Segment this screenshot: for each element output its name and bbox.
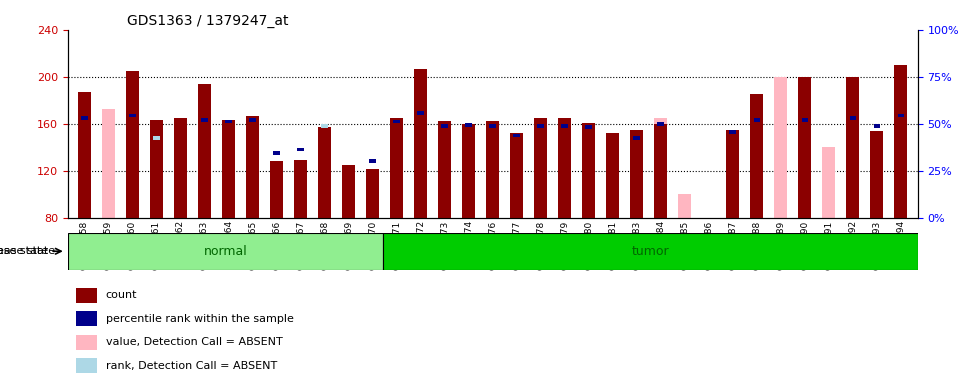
Bar (462, 124, 475, 218)
Bar (705, 265, 712, 268)
Text: disease state: disease state (0, 246, 48, 256)
Bar (222, 120, 235, 218)
Bar (658, 122, 664, 126)
Bar (150, 157, 163, 218)
Bar (129, 114, 136, 117)
Bar (342, 165, 355, 218)
Bar (154, 136, 159, 140)
FancyBboxPatch shape (68, 232, 384, 270)
Bar (798, 77, 811, 218)
Bar (101, 108, 115, 217)
Text: percentile rank within the sample: percentile rank within the sample (106, 314, 294, 324)
Bar (466, 123, 472, 127)
Bar (126, 71, 139, 217)
Bar (826, 259, 832, 263)
Bar (318, 127, 331, 218)
Bar (802, 118, 809, 122)
Bar (342, 165, 355, 218)
Text: count: count (106, 290, 137, 300)
Bar (895, 65, 907, 218)
Bar (606, 171, 619, 217)
Bar (486, 122, 499, 218)
Bar (537, 124, 544, 128)
Bar (393, 120, 400, 123)
Bar (849, 116, 856, 120)
Bar (753, 118, 760, 122)
Bar (729, 130, 736, 134)
Bar (751, 94, 763, 218)
Bar (78, 92, 91, 218)
Text: normal: normal (204, 245, 247, 258)
Bar (76, 288, 98, 303)
Bar (510, 133, 524, 218)
Bar (726, 130, 739, 218)
Bar (822, 147, 836, 218)
Text: tumor: tumor (632, 245, 669, 258)
Bar (225, 120, 232, 123)
Bar (585, 125, 592, 129)
Bar (558, 118, 571, 218)
Bar (366, 170, 380, 217)
Bar (634, 136, 640, 140)
Bar (369, 159, 376, 163)
Text: disease state: disease state (0, 246, 55, 256)
Text: GDS1363 / 1379247_at: GDS1363 / 1379247_at (128, 13, 289, 28)
Bar (441, 124, 448, 128)
Bar (174, 118, 187, 218)
Bar (630, 130, 643, 218)
Bar (678, 194, 692, 217)
Bar (81, 116, 88, 120)
Bar (322, 124, 327, 128)
Bar (438, 122, 451, 218)
Bar (654, 124, 668, 218)
Bar (76, 311, 98, 326)
Bar (870, 131, 884, 218)
Bar (298, 148, 304, 152)
Bar (606, 133, 619, 218)
Bar (294, 160, 307, 218)
Bar (702, 217, 716, 296)
Bar (417, 111, 424, 115)
Bar (534, 118, 548, 218)
Text: rank, Detection Call = ABSENT: rank, Detection Call = ABSENT (106, 361, 277, 370)
Bar (513, 134, 520, 137)
Bar (201, 118, 208, 122)
Bar (270, 161, 283, 218)
Text: value, Detection Call = ABSENT: value, Detection Call = ABSENT (106, 337, 283, 347)
Bar (846, 77, 860, 218)
Bar (390, 118, 403, 218)
Bar (897, 114, 904, 117)
Bar (414, 69, 427, 218)
Bar (198, 84, 212, 218)
Bar (582, 123, 595, 218)
Bar (774, 77, 787, 218)
Bar (76, 358, 98, 373)
Bar (150, 120, 163, 218)
Bar (561, 124, 568, 128)
Bar (654, 118, 668, 218)
Bar (490, 124, 496, 128)
Bar (76, 335, 98, 350)
Bar (249, 118, 256, 122)
FancyBboxPatch shape (384, 232, 918, 270)
Bar (246, 116, 259, 218)
Bar (873, 124, 880, 128)
Bar (273, 151, 280, 155)
